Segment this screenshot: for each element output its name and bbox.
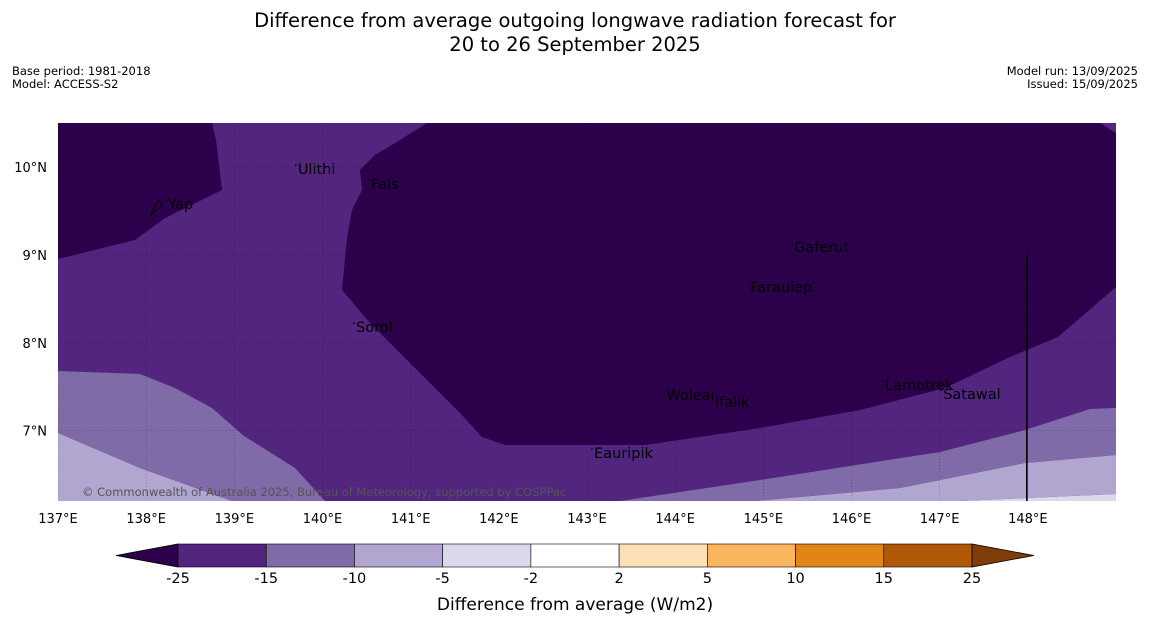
lon-tick-label: 138°E <box>126 512 166 527</box>
place-marker <box>663 390 666 392</box>
colorbar: -25 -15 -10 -5 -2 2 5 10 15 25 <box>115 543 1035 587</box>
colorbar-segment <box>354 543 443 568</box>
place-label: Lamotrek <box>885 378 954 394</box>
colorbar-segment <box>883 543 973 568</box>
place-marker <box>591 448 593 450</box>
place-label: Gaferut <box>794 240 849 256</box>
yap-island-outline <box>149 199 163 217</box>
lat-tick-label: 10°N <box>14 161 47 176</box>
colorbar-segment <box>442 543 532 568</box>
lon-tick-label: 143°E <box>567 512 607 527</box>
colorbar-segment <box>265 543 355 568</box>
title-line-1: Difference from average outgoing longwav… <box>254 9 896 32</box>
issued-text: Issued: 15/09/2025 <box>1027 77 1138 91</box>
colorbar-segment <box>795 543 885 568</box>
place-label: Fais <box>371 177 398 193</box>
place-label: Woleai <box>666 388 714 404</box>
copyright-text: © Commonwealth of Australia 2025, Bureau… <box>82 485 566 499</box>
place-marker <box>295 164 297 166</box>
model-text: Model: ACCESS-S2 <box>12 77 119 91</box>
colorbar-tick-label: -10 <box>343 571 367 587</box>
ol-band-minus10-minus5 <box>58 433 1116 501</box>
place-label: Ifalik <box>715 395 750 411</box>
place-label: Sorol <box>356 320 393 336</box>
lat-tick-label: 7°N <box>23 425 48 440</box>
colorbar-extend-high <box>971 543 1035 568</box>
lat-tick-label: 9°N <box>23 249 48 264</box>
meta-right: Model run: 13/09/2025 Issued: 15/09/2025 <box>1007 65 1138 91</box>
colorbar-tick-label: 2 <box>614 571 623 587</box>
base-period-text: Base period: 1981-2018 <box>12 64 151 78</box>
lon-tick-label: 142°E <box>479 512 519 527</box>
place-marker <box>747 281 749 284</box>
place-label: Yap <box>167 197 193 213</box>
colorbar-extend-low <box>115 543 179 568</box>
place-marker <box>940 389 942 391</box>
colorbar-tick-label: 5 <box>703 571 712 587</box>
map-gridlines <box>58 123 1116 501</box>
lon-tick-label: 148°E <box>1008 512 1048 527</box>
colorbar-segment <box>707 543 796 568</box>
lon-tick-label: 140°E <box>303 512 343 527</box>
latitude-ticks: 10°N 9°N 8°N 7°N <box>14 161 47 440</box>
lon-tick-label: 144°E <box>655 512 695 527</box>
map-title: Difference from average outgoing longwav… <box>0 9 1150 57</box>
lon-tick-label: 137°E <box>38 512 78 527</box>
colorbar-tick-label: -2 <box>524 571 538 587</box>
longitude-ticks: 137°E 138°E 139°E 140°E 141°E 142°E 143°E 144°E… <box>38 512 1047 527</box>
map-plot-area: Yap Ulithi Fais Gaferut Faraulep Sorol Woleai I… <box>58 123 1116 501</box>
colorbar-segment <box>618 543 708 568</box>
place-marker <box>882 380 884 383</box>
colorbar-tick-label: 15 <box>875 571 893 587</box>
place-label: Eauripik <box>594 446 653 462</box>
place-marker <box>165 199 168 201</box>
ol-band-lt-minus25-west <box>58 123 222 259</box>
colorbar-segment <box>530 543 620 568</box>
lon-tick-label: 139°E <box>215 512 255 527</box>
lon-tick-label: 141°E <box>391 512 431 527</box>
lon-tick-label: 146°E <box>832 512 872 527</box>
colorbar-tick-label: 25 <box>963 571 981 587</box>
ol-band-minus15-minus10 <box>58 371 1116 501</box>
place-label: Satawal <box>943 387 1000 403</box>
place-marker <box>712 397 714 399</box>
place-marker <box>353 322 355 325</box>
place-label: Faraulep <box>750 280 812 296</box>
ol-band-lt-minus25-central <box>342 123 1116 445</box>
place-marker <box>791 242 793 245</box>
colorbar-tick-label: -5 <box>435 571 449 587</box>
lat-tick-label: 8°N <box>23 337 48 352</box>
place-label: Ulithi <box>298 162 336 178</box>
title-line-2: 20 to 26 September 2025 <box>449 33 701 56</box>
lon-tick-label: 145°E <box>744 512 784 527</box>
colorbar-tick-label: -15 <box>254 571 278 587</box>
colorbar-tick-label: -25 <box>166 571 190 587</box>
model-run-text: Model run: 13/09/2025 <box>1006 64 1138 78</box>
lon-tick-label: 147°E <box>920 512 960 527</box>
place-labels: Yap Ulithi Fais Gaferut Faraulep Sorol Woleai I… <box>165 162 1001 462</box>
meta-left: Base period: 1981-2018 Model: ACCESS-S2 <box>12 65 151 91</box>
colorbar-label: Difference from average (W/m2) <box>437 595 713 615</box>
place-marker <box>368 179 370 181</box>
colorbar-tick-label: 10 <box>786 571 804 587</box>
colorbar-segment <box>177 543 267 568</box>
